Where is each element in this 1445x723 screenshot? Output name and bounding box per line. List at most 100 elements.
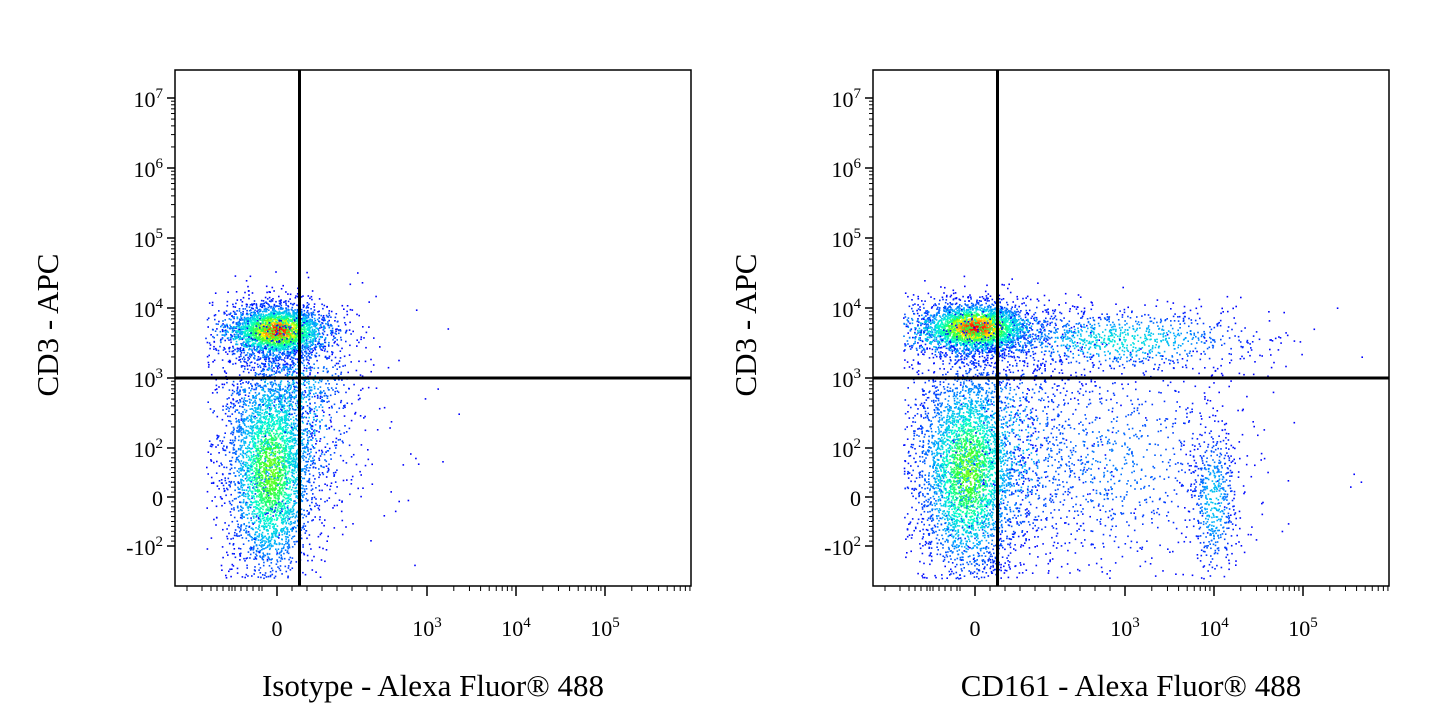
event-dot bbox=[242, 328, 244, 331]
event-dot bbox=[282, 284, 284, 287]
event-dot bbox=[265, 319, 267, 322]
event-dot bbox=[280, 516, 282, 519]
event-dot bbox=[269, 464, 272, 466]
event-dot bbox=[207, 361, 210, 364]
event-dot bbox=[260, 343, 262, 346]
event-dot bbox=[251, 342, 254, 345]
event-dot bbox=[256, 467, 258, 470]
event-dot bbox=[285, 440, 288, 443]
event-dot bbox=[275, 321, 277, 323]
event-dot bbox=[315, 440, 318, 442]
event-dot bbox=[208, 302, 211, 304]
event-dot bbox=[261, 323, 264, 326]
event-dot bbox=[278, 412, 280, 415]
event-dot bbox=[236, 470, 239, 472]
event-dot bbox=[288, 546, 291, 549]
event-dot bbox=[249, 304, 252, 306]
event-dot bbox=[327, 324, 330, 327]
event-dot bbox=[253, 317, 256, 319]
event-dot bbox=[229, 460, 231, 462]
event-dot bbox=[265, 454, 268, 456]
event-dot bbox=[302, 544, 304, 546]
event-dot bbox=[325, 322, 327, 325]
event-dot bbox=[277, 471, 279, 473]
event-dot bbox=[270, 361, 273, 364]
event-dot bbox=[229, 327, 231, 329]
event-dot bbox=[340, 336, 342, 339]
event-dot bbox=[272, 394, 274, 397]
event-dot bbox=[262, 416, 264, 418]
event-dot bbox=[267, 306, 270, 309]
event-dot bbox=[281, 416, 283, 418]
event-dot bbox=[304, 347, 306, 350]
event-dot bbox=[271, 506, 274, 509]
event-dot bbox=[259, 485, 262, 487]
event-dot bbox=[260, 443, 263, 445]
event-dot bbox=[271, 318, 273, 320]
event-dot bbox=[307, 326, 310, 329]
event-dot bbox=[286, 487, 289, 490]
event-dot bbox=[261, 505, 264, 508]
event-dot bbox=[287, 536, 289, 539]
event-dot bbox=[252, 353, 254, 355]
event-dot bbox=[315, 327, 318, 330]
event-dot bbox=[283, 527, 285, 529]
event-dot bbox=[244, 424, 246, 426]
event-dot bbox=[277, 435, 280, 437]
event-dot bbox=[316, 397, 319, 399]
event-dot bbox=[290, 343, 292, 345]
event-dot bbox=[282, 444, 285, 447]
event-dot bbox=[284, 454, 286, 457]
event-dot bbox=[303, 509, 305, 512]
event-dot bbox=[303, 340, 306, 343]
event-dot bbox=[263, 535, 266, 538]
event-dot bbox=[248, 487, 251, 489]
event-dot bbox=[255, 477, 258, 479]
event-dot bbox=[224, 479, 227, 482]
event-dot bbox=[295, 458, 297, 461]
event-dot bbox=[315, 324, 318, 327]
event-dot bbox=[275, 314, 277, 317]
event-dot bbox=[275, 319, 278, 321]
event-dot bbox=[289, 404, 292, 406]
event-dot bbox=[273, 318, 276, 321]
event-dot bbox=[255, 303, 258, 305]
event-dot bbox=[257, 366, 259, 368]
event-dot bbox=[276, 370, 278, 372]
event-dot bbox=[306, 493, 308, 495]
event-dot bbox=[294, 340, 297, 342]
event-dot bbox=[244, 361, 246, 363]
event-dot bbox=[285, 389, 288, 392]
event-dot bbox=[262, 564, 265, 567]
event-dot bbox=[262, 347, 264, 350]
event-dot bbox=[279, 487, 281, 490]
event-dot bbox=[256, 318, 258, 320]
event-dot bbox=[242, 501, 245, 503]
event-dot bbox=[309, 508, 312, 510]
event-dot bbox=[221, 338, 224, 340]
event-dot bbox=[316, 318, 319, 321]
event-dot bbox=[307, 335, 310, 338]
event-dot bbox=[238, 426, 240, 428]
event-dot bbox=[305, 307, 308, 309]
event-dot bbox=[241, 344, 243, 347]
event-dot bbox=[284, 319, 286, 322]
event-dot bbox=[247, 464, 249, 466]
event-dot bbox=[286, 372, 289, 375]
event-dot bbox=[331, 330, 334, 332]
event-dot bbox=[258, 465, 261, 467]
event-dot bbox=[260, 341, 262, 343]
event-dot bbox=[249, 353, 251, 355]
event-dot bbox=[291, 445, 293, 448]
event-dot bbox=[307, 320, 309, 323]
event-dot bbox=[313, 555, 315, 558]
event-dot bbox=[306, 306, 308, 308]
event-dot bbox=[218, 320, 220, 323]
event-dot bbox=[254, 391, 257, 394]
event-dot bbox=[267, 303, 269, 305]
event-dot bbox=[286, 551, 288, 554]
event-dot bbox=[247, 335, 249, 337]
event-dot bbox=[268, 419, 270, 421]
event-dot bbox=[253, 545, 255, 548]
event-dot bbox=[294, 370, 296, 373]
